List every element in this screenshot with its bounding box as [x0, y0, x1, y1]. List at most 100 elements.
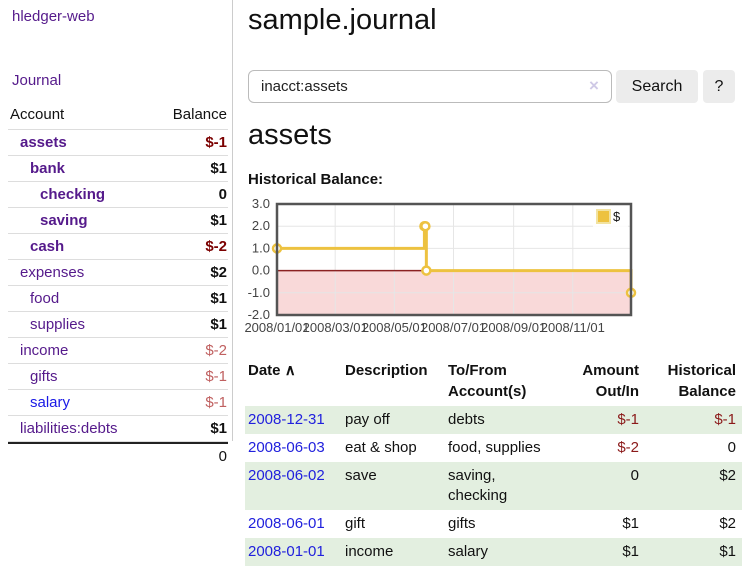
txn-date-link[interactable]: 2008-06-03: [248, 439, 325, 456]
register-row: 2008-01-01 income salary $1 $1: [245, 538, 742, 566]
account-row: bank $1: [8, 156, 228, 182]
account-row: salary $-1: [8, 390, 228, 416]
txn-date-link[interactable]: 2008-01-01: [248, 543, 325, 560]
txn-amount: $1: [622, 515, 639, 532]
register-header-row: Date ∧ Description To/From Account(s) Am…: [245, 358, 742, 406]
account-balance: $1: [210, 212, 227, 229]
account-section-title: assets: [248, 119, 332, 151]
search-input[interactable]: [248, 70, 612, 103]
account-link-expenses[interactable]: expenses: [20, 264, 85, 281]
svg-text:2008/11/01: 2008/11/01: [541, 320, 605, 335]
account-balance: $1: [210, 316, 227, 333]
clear-search-icon[interactable]: ×: [589, 76, 599, 95]
txn-balance: $2: [641, 462, 742, 510]
txn-accounts: debts: [445, 406, 550, 434]
account-row: assets $-1: [8, 130, 228, 156]
account-balance: $-1: [205, 134, 227, 151]
txn-description: save: [342, 462, 445, 510]
account-row: supplies $1: [8, 312, 228, 338]
account-balance: $-1: [205, 368, 227, 385]
header-balance: Historical Balance: [667, 362, 736, 400]
txn-date: 2008-01-01: [245, 538, 342, 566]
svg-text:$: $: [613, 209, 621, 224]
account-row: food $1: [8, 286, 228, 312]
account-link-liabilities-debts[interactable]: liabilities:debts: [20, 420, 118, 437]
header-description: Description: [345, 362, 428, 379]
accounts-total: 0: [8, 442, 228, 469]
svg-text:2.0: 2.0: [252, 218, 270, 233]
txn-amount: 0: [550, 462, 641, 510]
svg-text:1.0: 1.0: [252, 240, 270, 255]
main-content: sample.journal × Search ? assets Histori…: [233, 0, 742, 582]
txn-accounts: gifts: [448, 515, 476, 532]
account-balance: 0: [218, 186, 227, 203]
txn-date-link[interactable]: 2008-06-01: [248, 515, 325, 532]
sidebar-item-journal[interactable]: Journal: [12, 72, 62, 89]
txn-balance: $2: [719, 515, 736, 532]
txn-date: 2008-06-02: [245, 462, 342, 510]
txn-accounts: salary: [445, 538, 550, 566]
account-link-gifts[interactable]: gifts: [30, 368, 58, 385]
account-balance: $-2: [205, 238, 227, 255]
header-amount: Amount Out/In: [582, 362, 639, 400]
account-row: liabilities:debts $1: [8, 416, 228, 442]
txn-description: income: [342, 538, 445, 566]
sidebar: hledger-web Journal Account Balance asse…: [0, 0, 233, 465]
account-row: expenses $2: [8, 260, 228, 286]
txn-date-link[interactable]: 2008-06-02: [248, 467, 325, 484]
txn-accounts: food, supplies: [448, 439, 541, 456]
txn-amount: $-1: [550, 406, 641, 434]
search-button[interactable]: Search: [616, 70, 698, 103]
svg-text:-2.0: -2.0: [248, 307, 270, 322]
svg-text:2008/01/01: 2008/01/01: [244, 320, 309, 335]
accounts-table: Account Balance assets $-1 bank $1 check…: [8, 103, 228, 469]
account-link-cash[interactable]: cash: [30, 238, 65, 255]
txn-date: 2008-06-03: [245, 434, 342, 462]
account-link-checking[interactable]: checking: [40, 186, 106, 203]
account-link-income[interactable]: income: [20, 342, 69, 359]
account-row: checking 0: [8, 182, 228, 208]
txn-balance: $-1: [641, 406, 742, 434]
svg-text:2008/09/01: 2008/09/01: [481, 320, 546, 335]
account-balance: $1: [210, 290, 227, 307]
account-link-saving[interactable]: saving: [40, 212, 88, 229]
svg-text:0.0: 0.0: [252, 263, 270, 278]
account-link-food[interactable]: food: [30, 290, 60, 307]
account-balance: $1: [210, 420, 227, 437]
account-link-bank[interactable]: bank: [30, 160, 66, 177]
txn-date: 2008-06-01: [245, 510, 342, 538]
svg-text:3.0: 3.0: [252, 198, 270, 211]
txn-date-link[interactable]: 2008-12-31: [248, 411, 325, 428]
txn-description: eat & shop: [345, 439, 417, 456]
historical-balance-chart: 3.0 2.0 1.0 0.0 -1.0 -2.0 2008/01/01 2008/03/01…: [243, 196, 643, 340]
register-row: 2008-06-01 gift gifts $1 $2: [245, 510, 742, 538]
register-row: 2008-12-31 pay off debts $-1 $-1: [245, 406, 742, 434]
account-row: cash $-2: [8, 234, 228, 260]
header-date[interactable]: Date ∧: [248, 362, 296, 379]
txn-description: gift: [345, 515, 366, 532]
page-title: sample.journal: [248, 4, 437, 36]
register-row: 2008-06-02 save saving, checking 0 $2: [245, 462, 742, 510]
accounts-table-header: Account Balance: [8, 103, 228, 130]
help-button[interactable]: ?: [703, 70, 735, 103]
account-balance: $-2: [205, 342, 227, 359]
svg-text:2008/07/01: 2008/07/01: [421, 320, 486, 335]
accounts-header-balance: Balance: [172, 106, 227, 123]
account-row: saving $1: [8, 208, 228, 234]
header-account: To/From Account(s): [448, 362, 527, 400]
register-table: Date ∧ Description To/From Account(s) Am…: [245, 358, 742, 566]
accounts-header-account: Account: [10, 106, 65, 123]
svg-text:-1.0: -1.0: [248, 285, 270, 300]
txn-amount: $1: [550, 538, 641, 566]
register-row: 2008-06-03 eat & shop food, supplies $-2…: [245, 434, 742, 462]
account-link-assets[interactable]: assets: [20, 134, 67, 151]
account-link-salary[interactable]: salary: [30, 394, 71, 411]
chart-title: Historical Balance:: [248, 171, 384, 188]
account-balance: $-1: [205, 394, 227, 411]
sort-asc-icon: ∧: [284, 362, 296, 379]
account-row: gifts $-1: [8, 364, 228, 390]
txn-description: pay off: [342, 406, 445, 434]
account-link-supplies[interactable]: supplies: [30, 316, 86, 333]
app-title-link[interactable]: hledger-web: [12, 8, 95, 25]
